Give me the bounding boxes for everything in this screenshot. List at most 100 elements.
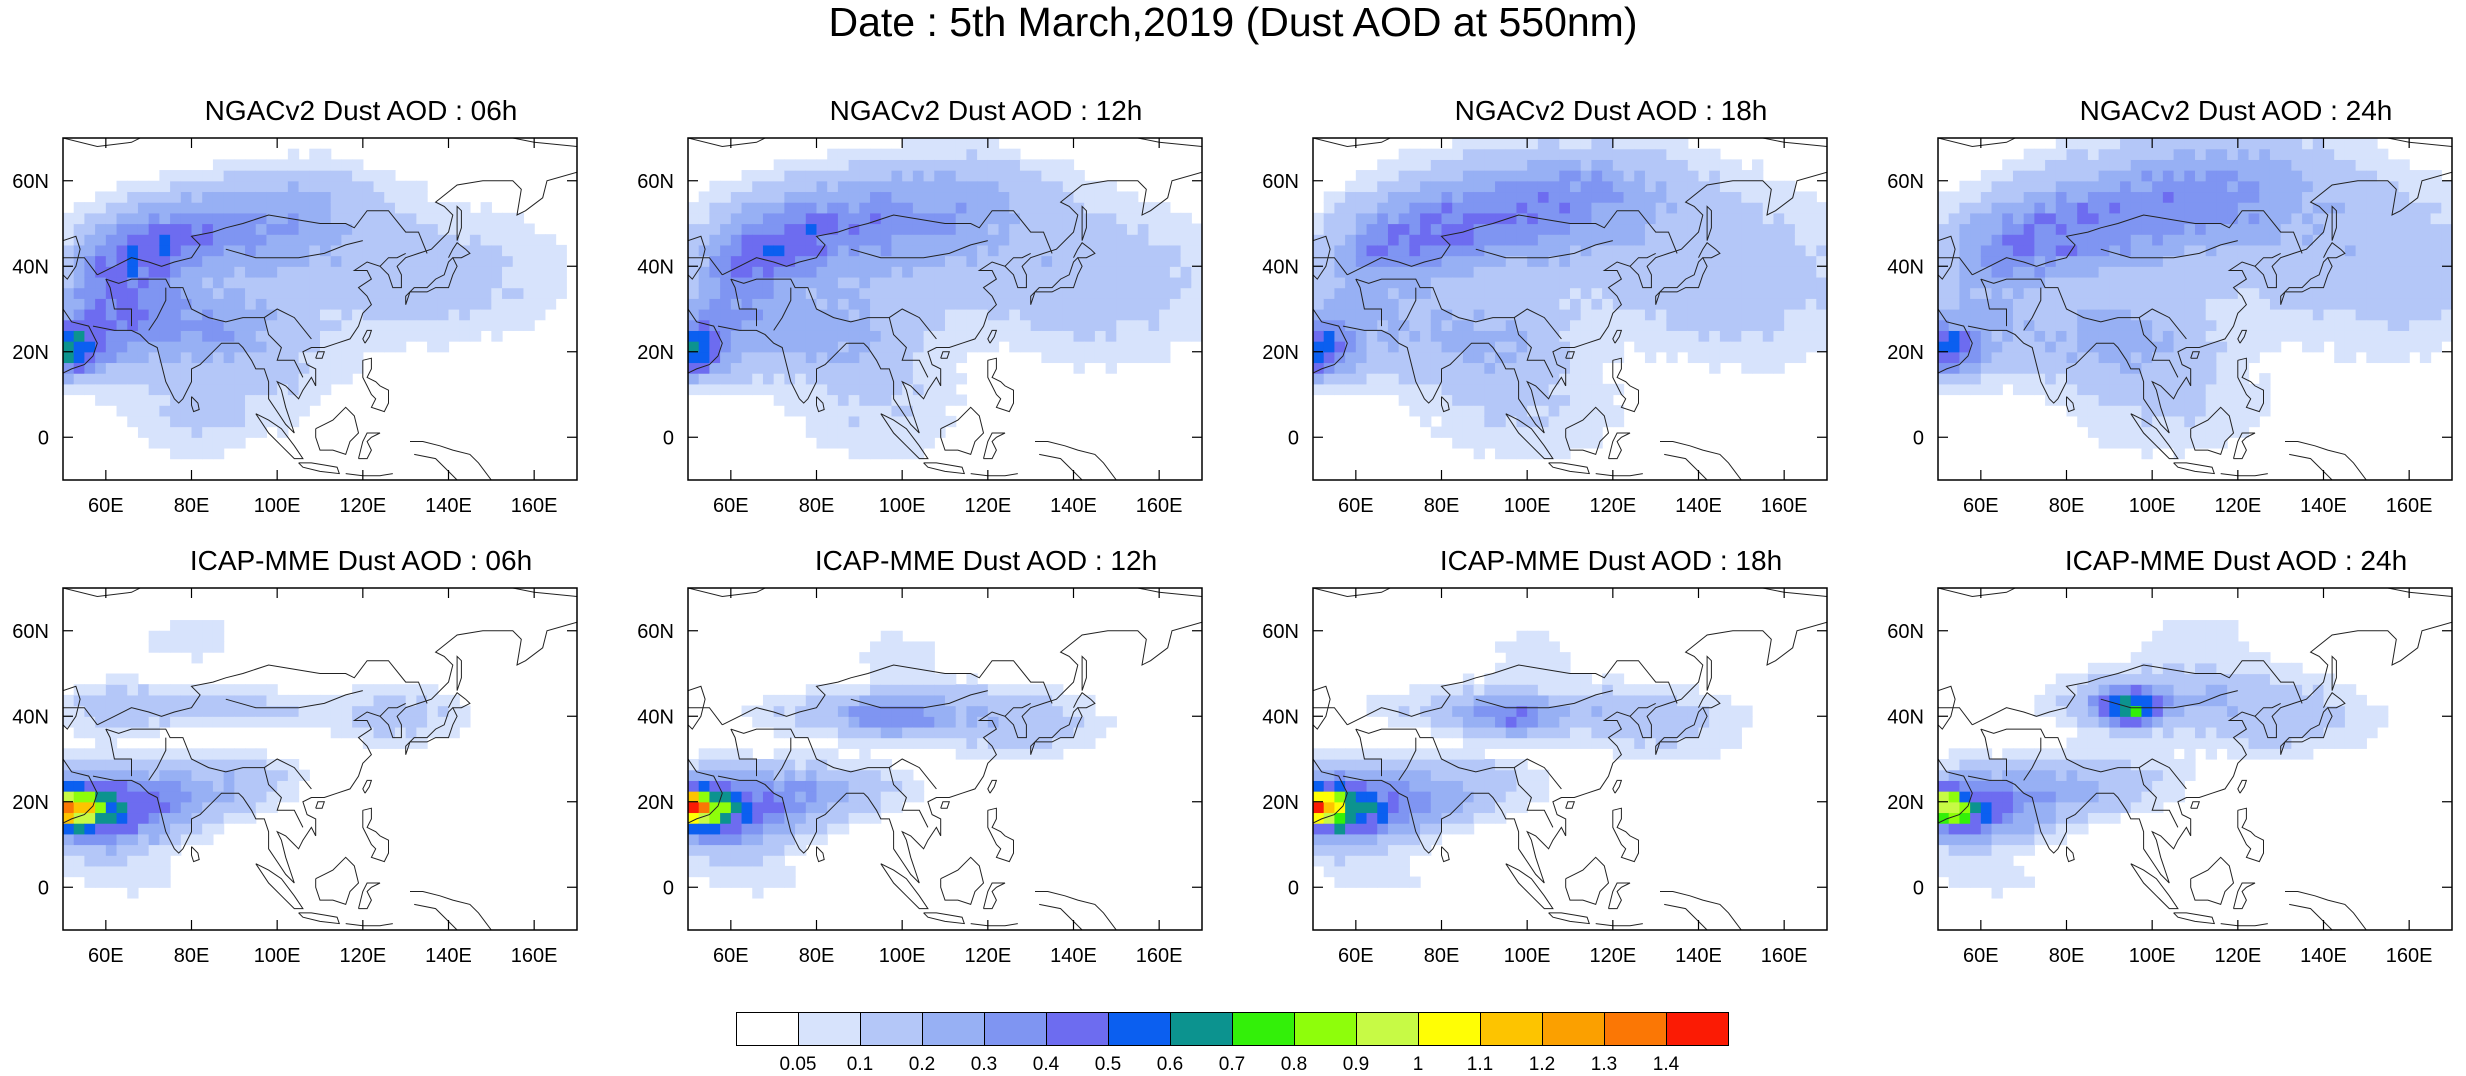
lat-tick-label: 40N [1262,706,1299,728]
colorbar-label: 0.4 [1033,1054,1059,1076]
colorbar-label: 0.6 [1157,1054,1183,1076]
lat-tick-label: 60N [1262,621,1299,643]
lat-tick-label: 20N [1887,342,1924,364]
dust-aod-field [1938,138,2453,459]
lat-tick-label: 20N [12,792,49,814]
lon-tick-label: 60E [713,495,749,517]
lon-tick-label: 80E [174,945,210,967]
colorbar-label: 0.05 [780,1054,817,1076]
dust-aod-field [688,138,1203,459]
colorbar-label: 0.8 [1281,1054,1307,1076]
colorbar-swatch [1108,1012,1171,1046]
lon-tick-label: 160E [1136,945,1183,967]
dust-aod-field [63,149,567,460]
lat-tick-label: 0 [38,877,49,899]
lon-tick-label: 80E [2049,945,2085,967]
colorbar-label: 1.4 [1653,1054,1679,1076]
lat-tick-label: 0 [663,427,674,449]
lon-tick-label: 60E [1338,495,1374,517]
lon-tick-label: 100E [2129,945,2176,967]
colorbar-label: 0.5 [1095,1054,1121,1076]
colorbar-swatch [1418,1012,1481,1046]
colorbar-swatch [1170,1012,1233,1046]
lat-tick-label: 0 [663,877,674,899]
colorbar-swatch [736,1012,799,1046]
lat-tick-label: 20N [1262,792,1299,814]
lon-tick-label: 80E [174,495,210,517]
lon-tick-label: 140E [1675,495,1722,517]
lon-tick-label: 120E [1589,495,1636,517]
lat-tick-label: 0 [1913,877,1924,899]
lat-tick-label: 40N [1887,256,1924,278]
lat-tick-label: 20N [1262,342,1299,364]
lon-tick-label: 100E [1504,495,1551,517]
lat-tick-label: 40N [12,256,49,278]
colorbar-label: 1.3 [1591,1054,1617,1076]
lon-tick-label: 100E [254,495,301,517]
lat-tick-label: 60N [12,171,49,193]
lat-tick-label: 60N [637,171,674,193]
lat-tick-label: 0 [38,427,49,449]
lat-tick-label: 0 [1913,427,1924,449]
lon-tick-label: 120E [339,945,386,967]
lat-tick-label: 20N [1887,792,1924,814]
colorbar-label: 1.1 [1467,1054,1493,1076]
lon-tick-label: 60E [1963,945,1999,967]
lon-tick-label: 120E [1589,945,1636,967]
colorbar-swatch [1542,1012,1605,1046]
lat-tick-label: 40N [637,256,674,278]
colorbar-swatch [984,1012,1047,1046]
colorbar-swatch [1666,1012,1729,1046]
colorbar-label: 0.1 [847,1054,873,1076]
colorbar-swatch [1604,1012,1667,1046]
lat-tick-label: 60N [1262,171,1299,193]
lat-tick-label: 60N [637,621,674,643]
colorbar-swatch [1480,1012,1543,1046]
colorbar-swatch [860,1012,923,1046]
colorbar-swatch [1356,1012,1419,1046]
colorbar-swatch [922,1012,985,1046]
lon-tick-label: 120E [964,945,1011,967]
lon-tick-label: 140E [1675,945,1722,967]
lon-tick-label: 80E [1424,945,1460,967]
dust-aod-field [688,631,1117,899]
lon-tick-label: 60E [1338,945,1374,967]
lon-tick-label: 80E [799,495,835,517]
lat-tick-label: 40N [637,706,674,728]
lat-tick-label: 20N [637,792,674,814]
colorbar-label: 0.9 [1343,1054,1369,1076]
lat-tick-label: 40N [1262,256,1299,278]
lon-tick-label: 60E [88,945,124,967]
lon-tick-label: 160E [511,945,558,967]
lon-tick-label: 160E [511,495,558,517]
lon-tick-label: 60E [88,495,124,517]
lat-tick-label: 40N [1887,706,1924,728]
lat-tick-label: 60N [12,621,49,643]
lon-tick-label: 120E [339,495,386,517]
colorbar-label: 1.2 [1529,1054,1555,1076]
lon-tick-label: 140E [1050,495,1097,517]
colorbar-label: 0.3 [971,1054,997,1076]
lat-tick-label: 40N [12,706,49,728]
dust-aod-field [1313,138,1828,459]
lon-tick-label: 120E [2214,945,2261,967]
lat-tick-label: 0 [1288,427,1299,449]
lon-tick-label: 100E [879,945,926,967]
lon-tick-label: 80E [1424,495,1460,517]
lon-tick-label: 120E [964,495,1011,517]
colorbar-swatch [1294,1012,1357,1046]
lon-tick-label: 140E [1050,945,1097,967]
